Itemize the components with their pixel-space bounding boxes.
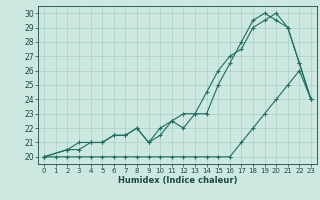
X-axis label: Humidex (Indice chaleur): Humidex (Indice chaleur) [118, 176, 237, 185]
